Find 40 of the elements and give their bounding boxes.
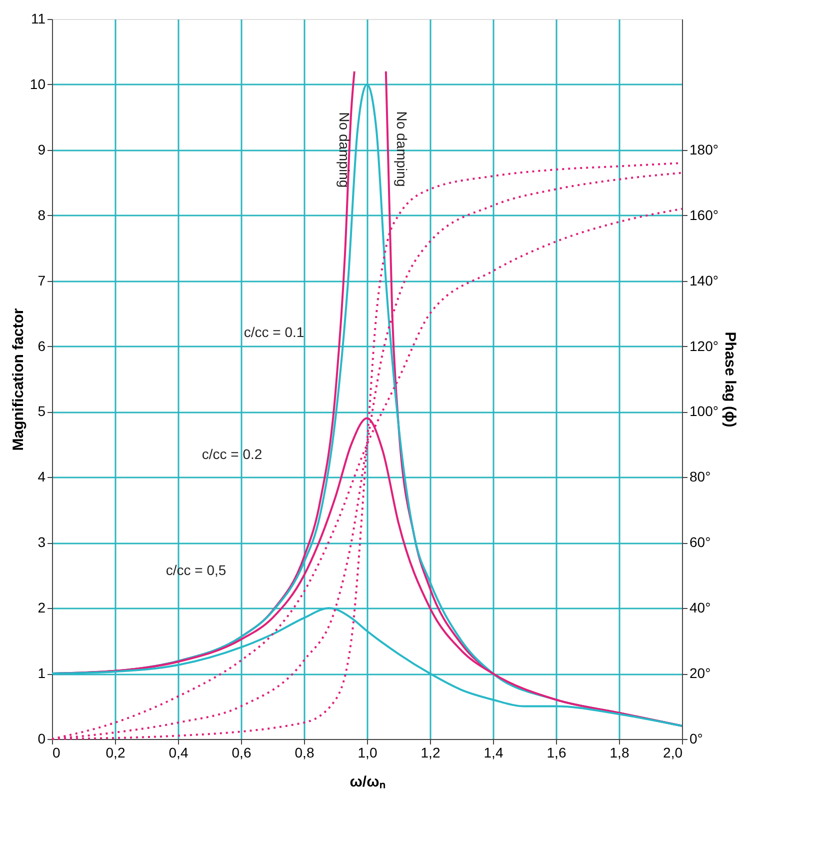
y2-axis-title: Phase lag (ϕ) [721, 332, 738, 428]
y2-tick-label: 80° [690, 468, 711, 485]
y2-tick-label: 140° [690, 272, 718, 288]
x-tick-label: 1,6 [546, 744, 566, 760]
y2-tick-label: 40° [690, 600, 711, 616]
annotation: c/cc = 0.2 [202, 446, 262, 462]
y-axis-title: Magnification factor [10, 308, 27, 451]
y2-tick-label: 160° [690, 206, 718, 223]
annotation: c/cc = 0.1 [244, 324, 304, 340]
x-tick-label: 2,0 [663, 744, 683, 760]
y-tick-label: 3 [38, 534, 46, 550]
y-tick-label: 9 [38, 141, 46, 158]
y2-tick-label: 100° [690, 403, 718, 420]
x-tick-label: 0 [52, 744, 60, 760]
x-tick-label: 1,8 [610, 744, 630, 760]
y-tick-label: 4 [38, 468, 46, 485]
y-tick-label: 11 [30, 10, 46, 26]
x-tick-label: 0,8 [294, 744, 314, 760]
x-tick-label: 0,6 [232, 744, 252, 760]
x-tick-label: 1,0 [358, 744, 378, 760]
y-tick-label: 5 [38, 403, 46, 420]
y-tick-label: 7 [38, 272, 46, 288]
y2-tick-label: 120° [690, 338, 718, 354]
x-axis-title: ω/ωₙ [350, 774, 386, 790]
y2-tick-label: 20° [690, 665, 711, 682]
x-tick-label: 1,2 [420, 744, 440, 760]
y-tick-label: 6 [38, 338, 46, 354]
annotation: No damping [336, 112, 352, 188]
x-tick-label: 0,2 [106, 744, 126, 760]
y-tick-label: 2 [38, 600, 46, 616]
y-tick-label: 8 [38, 206, 46, 223]
y2-tick-label: 0° [690, 730, 703, 746]
x-tick-label: 0,4 [168, 744, 188, 760]
y-tick-label: 0 [38, 730, 46, 746]
y-tick-label: 1 [38, 665, 46, 682]
y2-tick-label: 180° [690, 141, 718, 158]
annotation: No damping [394, 111, 410, 187]
y-tick-label: 10 [30, 76, 46, 92]
x-tick-label: 1,4 [484, 744, 504, 760]
y2-tick-label: 60° [690, 534, 711, 550]
